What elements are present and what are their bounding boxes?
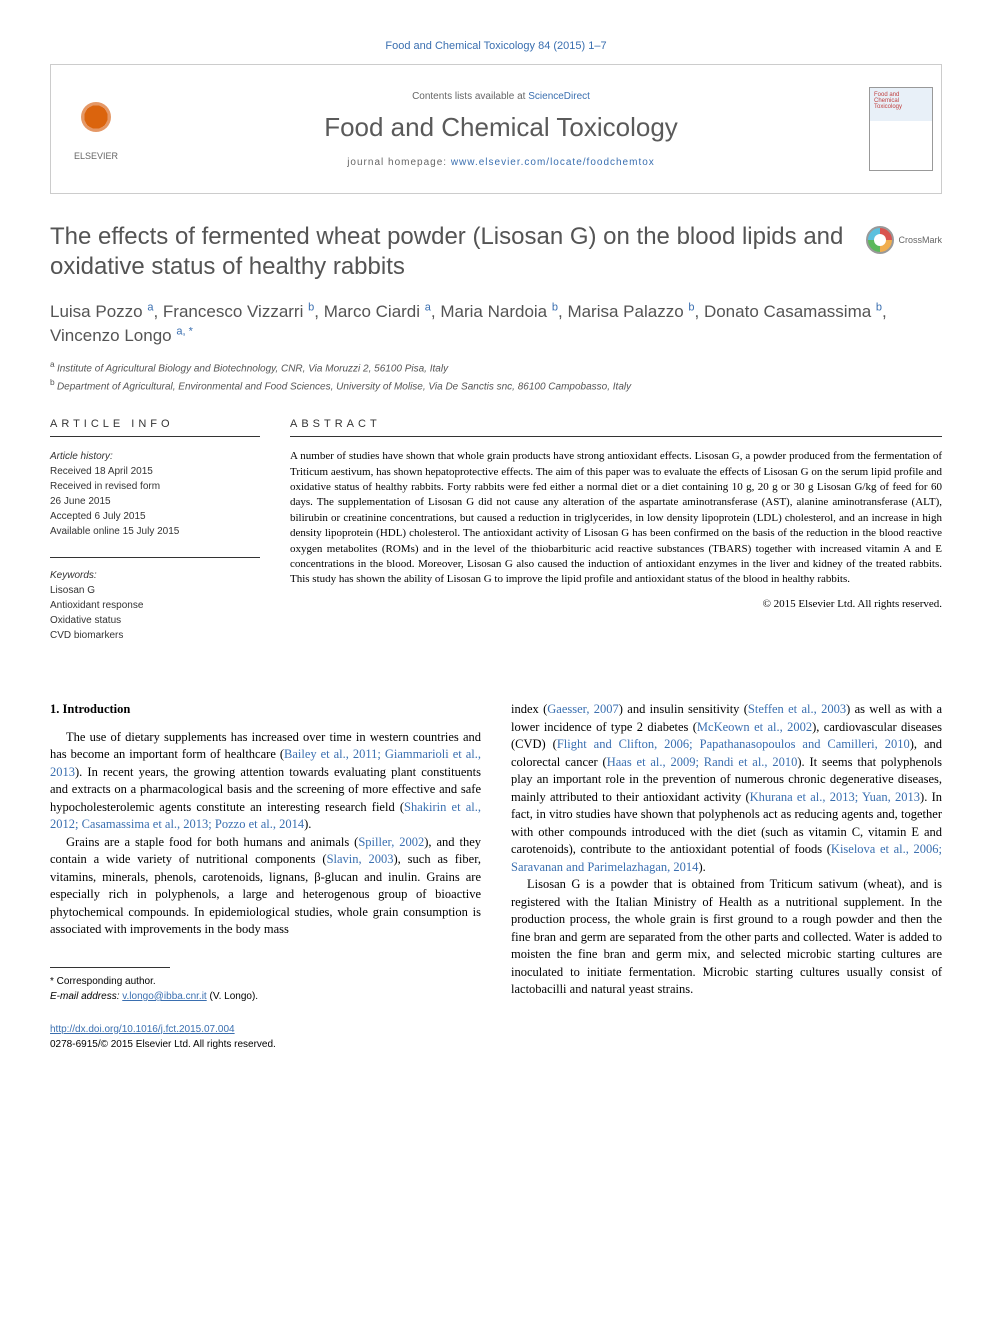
affiliation: a Institute of Agricultural Biology and … xyxy=(50,358,942,376)
crossmark-badge[interactable]: CrossMark xyxy=(866,226,942,254)
copyright-line: © 2015 Elsevier Ltd. All rights reserved… xyxy=(290,598,942,610)
author: Marisa Palazzo b xyxy=(567,302,694,321)
history-revised-2: 26 June 2015 xyxy=(50,494,260,509)
text-run: ). xyxy=(304,817,311,831)
body-column-left: 1. Introduction The use of dietary suppl… xyxy=(50,701,481,1004)
section-heading-introduction: 1. Introduction xyxy=(50,701,481,719)
author-affiliation-marker: a xyxy=(147,301,153,313)
info-divider xyxy=(50,557,260,558)
text-run: ) and insulin sensitivity ( xyxy=(619,702,748,716)
footnote-divider xyxy=(50,967,170,968)
journal-cover xyxy=(861,65,941,193)
author: Francesco Vizzarri b xyxy=(163,302,314,321)
abstract-heading: ABSTRACT xyxy=(290,418,942,437)
email-label: E-mail address: xyxy=(50,991,122,1002)
journal-header: ELSEVIER Contents lists available at Sci… xyxy=(50,64,942,194)
cover-thumbnail-icon xyxy=(869,87,933,171)
intro-paragraph-2: Grains are a staple food for both humans… xyxy=(50,834,481,939)
homepage-prefix: journal homepage: xyxy=(347,157,451,168)
header-citation: Food and Chemical Toxicology 84 (2015) 1… xyxy=(50,40,942,52)
body-column-right: index (Gaesser, 2007) and insulin sensit… xyxy=(511,701,942,1004)
keywords-block: Keywords: Lisosan GAntioxidant responseO… xyxy=(50,568,260,643)
intro-paragraph-1: The use of dietary supplements has incre… xyxy=(50,729,481,834)
contents-prefix: Contents lists available at xyxy=(412,91,528,102)
keyword-item: Lisosan G xyxy=(50,583,260,598)
citation-link[interactable]: Khurana et al., 2013; Yuan, 2013 xyxy=(750,790,920,804)
crossmark-label: CrossMark xyxy=(898,235,942,245)
affiliation-key: b xyxy=(50,377,57,387)
sciencedirect-link[interactable]: ScienceDirect xyxy=(528,91,590,102)
email-suffix: (V. Longo). xyxy=(207,991,258,1002)
homepage-link[interactable]: www.elsevier.com/locate/foodchemtox xyxy=(451,157,655,168)
history-accepted: Accepted 6 July 2015 xyxy=(50,509,260,524)
author: Luisa Pozzo a xyxy=(50,302,153,321)
author: Donato Casamassima b xyxy=(704,302,882,321)
corresponding-author: * Corresponding author. E-mail address: … xyxy=(50,974,481,1004)
author-affiliation-marker: b xyxy=(308,301,314,313)
authors-list: Luisa Pozzo a, Francesco Vizzarri b, Mar… xyxy=(50,300,942,348)
homepage-line: journal homepage: www.elsevier.com/locat… xyxy=(149,157,853,168)
citation-link[interactable]: Haas et al., 2009; Randi et al., 2010 xyxy=(607,755,798,769)
publisher-name: ELSEVIER xyxy=(74,151,118,161)
journal-name: Food and Chemical Toxicology xyxy=(149,112,853,143)
author-affiliation-marker: b xyxy=(552,301,558,313)
keywords-label: Keywords: xyxy=(50,568,260,583)
author-affiliation-marker: a xyxy=(425,301,431,313)
keyword-item: CVD biomarkers xyxy=(50,628,260,643)
elsevier-tree-icon xyxy=(71,97,121,147)
corresponding-email-link[interactable]: v.longo@ibba.cnr.it xyxy=(122,991,206,1002)
citation-link[interactable]: Slavin, 2003 xyxy=(327,852,394,866)
citation-link[interactable]: Steffen et al., 2003 xyxy=(748,702,846,716)
author-affiliation-marker: a, * xyxy=(176,325,193,337)
history-revised-1: Received in revised form xyxy=(50,479,260,494)
author: Maria Nardoia b xyxy=(440,302,558,321)
article-title: The effects of fermented wheat powder (L… xyxy=(50,222,854,282)
intro-paragraph-2-continued: index (Gaesser, 2007) and insulin sensit… xyxy=(511,701,942,876)
issn-copyright: 0278-6915/© 2015 Elsevier Ltd. All right… xyxy=(50,1037,942,1052)
citation-link[interactable]: Spiller, 2002 xyxy=(358,835,424,849)
citation-link[interactable]: Flight and Clifton, 2006; Papathanasopou… xyxy=(557,737,910,751)
keyword-item: Antioxidant response xyxy=(50,598,260,613)
text-run: index ( xyxy=(511,702,547,716)
affiliations: a Institute of Agricultural Biology and … xyxy=(50,358,942,395)
intro-paragraph-3: Lisosan G is a powder that is obtained f… xyxy=(511,876,942,999)
history-received: Received 18 April 2015 xyxy=(50,464,260,479)
article-info-heading: ARTICLE INFO xyxy=(50,418,260,437)
article-history: Article history: Received 18 April 2015 … xyxy=(50,449,260,539)
history-online: Available online 15 July 2015 xyxy=(50,524,260,539)
citation-link[interactable]: McKeown et al., 2002 xyxy=(697,720,812,734)
abstract-text: A number of studies have shown that whol… xyxy=(290,449,942,588)
author-affiliation-marker: b xyxy=(876,301,882,313)
citation-link[interactable]: Gaesser, 2007 xyxy=(547,702,619,716)
history-label: Article history: xyxy=(50,449,260,464)
publisher-logo: ELSEVIER xyxy=(51,65,141,193)
page-footer: http://dx.doi.org/10.1016/j.fct.2015.07.… xyxy=(50,1022,942,1052)
corresponding-label: * Corresponding author. xyxy=(50,974,481,989)
affiliation: b Department of Agricultural, Environmen… xyxy=(50,376,942,394)
author: Vincenzo Longo a, * xyxy=(50,326,193,345)
affiliation-key: a xyxy=(50,359,57,369)
header-center: Contents lists available at ScienceDirec… xyxy=(141,65,861,193)
article-info-column: ARTICLE INFO Article history: Received 1… xyxy=(50,418,260,661)
author: Marco Ciardi a xyxy=(324,302,431,321)
text-run: Grains are a staple food for both humans… xyxy=(66,835,358,849)
crossmark-icon xyxy=(866,226,894,254)
author-affiliation-marker: b xyxy=(688,301,694,313)
contents-available: Contents lists available at ScienceDirec… xyxy=(149,91,853,102)
text-run: ). xyxy=(698,860,705,874)
abstract-column: ABSTRACT A number of studies have shown … xyxy=(290,418,942,661)
doi-link[interactable]: http://dx.doi.org/10.1016/j.fct.2015.07.… xyxy=(50,1024,235,1035)
keyword-item: Oxidative status xyxy=(50,613,260,628)
